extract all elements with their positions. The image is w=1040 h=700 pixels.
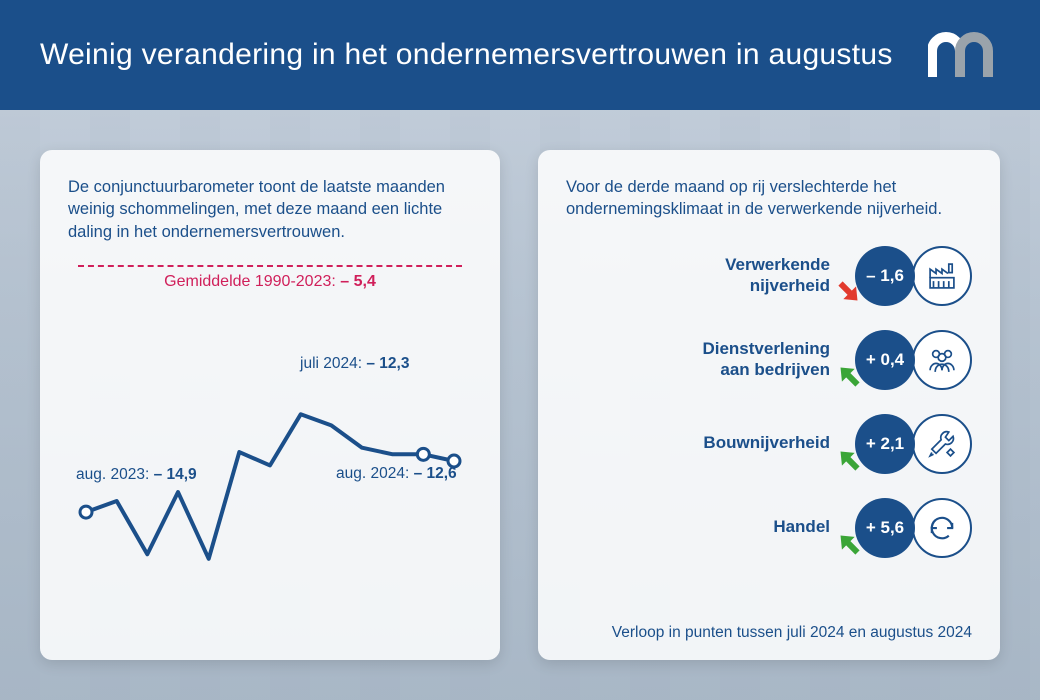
sectors-intro: Voor de derde maand op rij verslechterde… <box>566 176 972 221</box>
sector-value-badge: – 1,6 <box>855 246 915 306</box>
average-prefix: Gemiddelde 1990-2023: <box>164 273 340 290</box>
sector-label: Verwerkendenijverheid <box>566 255 830 296</box>
sector-row: Verwerkendenijverheid – 1,6 <box>566 245 972 307</box>
card-sectors: Voor de derde maand op rij verslechterde… <box>538 150 1000 660</box>
sector-badge-wrap: + 0,4 <box>848 330 922 390</box>
chart-annotation: juli 2024: – 12,3 <box>300 355 409 373</box>
chart-annotation: aug. 2023: – 14,9 <box>76 466 197 484</box>
sector-badge-wrap: + 5,6 <box>848 498 922 558</box>
line-chart-svg <box>68 311 472 611</box>
sector-value-badge: + 0,4 <box>855 330 915 390</box>
card-barometer: De conjunctuurbarometer toont de laatste… <box>40 150 500 660</box>
header-bar: Weinig verandering in het ondernemersver… <box>0 0 1040 110</box>
sector-label: Bouwnijverheid <box>566 433 830 453</box>
average-value: – 5,4 <box>340 273 376 290</box>
cycle-icon <box>912 498 972 558</box>
sector-label: Handel <box>566 517 830 537</box>
sector-value-badge: + 2,1 <box>855 414 915 474</box>
average-dashed-line <box>78 265 462 267</box>
average-block: Gemiddelde 1990-2023: – 5,4 <box>78 265 462 291</box>
barometer-intro: De conjunctuurbarometer toont de laatste… <box>68 176 472 243</box>
sector-list: Verwerkendenijverheid – 1,6 Dienstverlenin… <box>566 245 972 559</box>
content-area: De conjunctuurbarometer toont de laatste… <box>0 110 1040 690</box>
tools-icon <box>912 414 972 474</box>
sector-row: Dienstverleningaan bedrijven + 0,4 <box>566 329 972 391</box>
sector-value-badge: + 5,6 <box>855 498 915 558</box>
sector-row: Bouwnijverheid + 2,1 <box>566 413 972 475</box>
sector-footer-note: Verloop in punten tussen juli 2024 en au… <box>612 624 972 642</box>
sector-badge-wrap: + 2,1 <box>848 414 922 474</box>
line-chart: aug. 2023: – 14,9 juli 2024: – 12,3 aug. 2… <box>68 311 472 611</box>
chart-annotation: aug. 2024: – 12,6 <box>336 465 457 483</box>
factory-icon <box>912 246 972 306</box>
people-icon <box>912 330 972 390</box>
brand-logo <box>928 29 1000 81</box>
average-label: Gemiddelde 1990-2023: – 5,4 <box>78 273 462 291</box>
page-title: Weinig verandering in het ondernemersver… <box>40 38 893 72</box>
sector-badge-wrap: – 1,6 <box>848 246 922 306</box>
sector-label: Dienstverleningaan bedrijven <box>566 339 830 380</box>
sector-row: Handel + 5,6 <box>566 497 972 559</box>
